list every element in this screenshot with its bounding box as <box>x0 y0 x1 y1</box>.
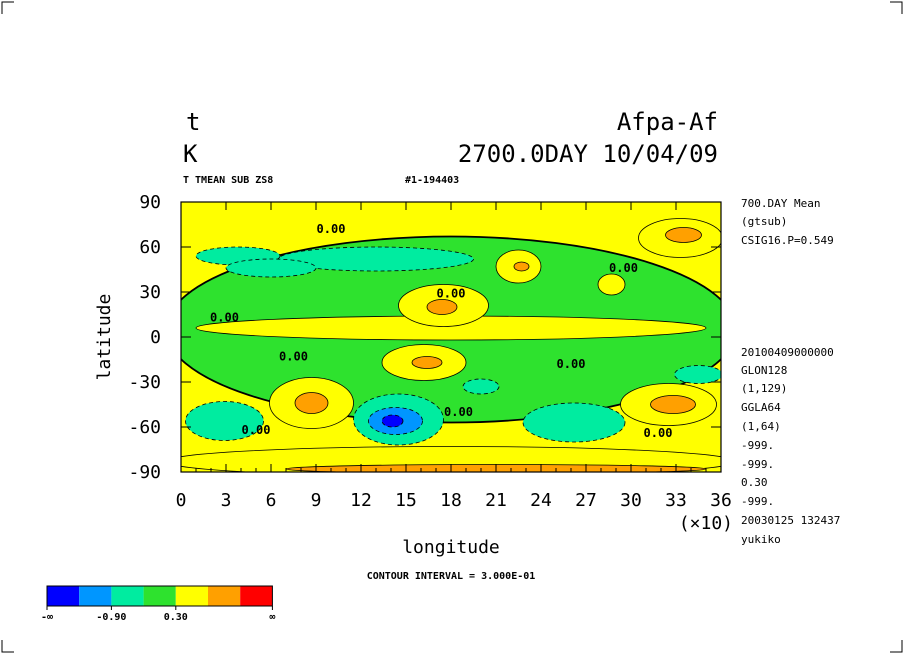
contour-label: 0.00 <box>317 222 346 236</box>
colorbar-label: 0.30 <box>164 612 188 623</box>
colorbar-frame <box>46 585 273 607</box>
contour-region <box>665 227 702 243</box>
contour-region <box>294 392 329 414</box>
x-tick-label: 9 <box>311 490 322 511</box>
colorbar-swatch <box>240 586 273 606</box>
contour-fills <box>181 218 721 472</box>
contour-label: 0.00 <box>279 350 308 364</box>
contour-region <box>462 378 500 395</box>
contour-label: 0.00 <box>557 357 586 371</box>
contour-label: 0.00 <box>444 405 473 419</box>
contour-label: 0.00 <box>210 311 239 325</box>
subtitle-left: T TMEAN SUB ZS8 <box>183 175 273 186</box>
side-info-line: 0.30 <box>741 476 768 489</box>
contour-region <box>513 261 530 272</box>
contour-region <box>426 299 458 315</box>
x-tick-label: 30 <box>620 490 642 511</box>
plot-area: 0.00 0.00 0.00 0.00 0.00 0.00 0.00 0.00 0.00 <box>180 201 722 473</box>
contour-region <box>650 395 696 414</box>
colorbar-swatch <box>47 586 80 606</box>
x-axis-label: longitude <box>402 537 500 558</box>
x-tick-label: 6 <box>266 490 277 511</box>
units-label: K <box>183 140 198 168</box>
x-tick-label: 21 <box>485 490 507 511</box>
side-info-line: (1,129) <box>741 382 787 395</box>
x-tick-label: 24 <box>530 490 552 511</box>
y-tick-label: 60 <box>139 237 161 258</box>
y-tick-label: -30 <box>128 372 161 393</box>
colorbar-swatch <box>208 586 241 606</box>
colorbar: -∞ -0.90 0.30 ∞ <box>41 585 275 623</box>
contour-label: 0.00 <box>242 423 271 437</box>
contour-region <box>522 402 626 443</box>
variable-name: t <box>186 108 200 136</box>
contour-region <box>597 273 626 296</box>
contour-label: 0.00 <box>437 287 466 301</box>
x-tick-label: 0 <box>176 490 187 511</box>
colorbar-swatch <box>143 586 176 606</box>
side-info-line: 20100409000000 <box>741 346 834 359</box>
x-tick-label: 15 <box>395 490 417 511</box>
y-tick-label: -90 <box>128 462 161 483</box>
colorbar-label: -∞ <box>41 612 53 623</box>
contour-labels: 0.00 0.00 0.00 0.00 0.00 0.00 0.00 0.00 0.00 <box>210 222 672 440</box>
x-tick-label: 12 <box>350 490 372 511</box>
contour-label: 0.00 <box>609 261 638 275</box>
side-info-line: CSIG16.P=0.549 <box>741 234 834 247</box>
side-info-line: (1,64) <box>741 420 781 433</box>
x-multiplier: (×10) <box>679 513 733 534</box>
side-info-line: 700.DAY Mean <box>741 197 820 210</box>
side-info-line: -999. <box>741 439 774 452</box>
side-info-panel: 700.DAY Mean (gtsub) CSIG16.P=0.549 2010040… <box>741 197 840 546</box>
contour-region <box>381 414 404 428</box>
side-info-line: 20030125 132437 <box>741 514 840 527</box>
colorbar-swatch <box>175 586 208 606</box>
time-label: 2700.0DAY 10/04/09 <box>458 140 718 168</box>
contour-label: 0.00 <box>644 426 673 440</box>
y-tick-label: 90 <box>139 192 161 213</box>
side-info-line: (gtsub) <box>741 215 787 228</box>
side-info-line: GLON128 <box>741 364 787 377</box>
x-tick-label: 36 <box>710 490 732 511</box>
colorbar-swatch <box>111 586 144 606</box>
x-tick-label: 3 <box>221 490 232 511</box>
contour-region <box>674 365 721 384</box>
side-info-line: GGLA64 <box>741 401 781 414</box>
side-info-line: yukiko <box>741 533 781 546</box>
contour-region <box>185 401 264 441</box>
contour-interval-label: CONTOUR INTERVAL = 3.000E-01 <box>367 571 536 582</box>
x-tick-label: 33 <box>665 490 687 511</box>
subtitle-right: #1-194403 <box>405 175 459 186</box>
side-info-line: -999. <box>741 458 774 471</box>
contour-region <box>225 258 317 278</box>
experiment-label: Afpa-Af <box>617 108 718 136</box>
colorbar-label: -0.90 <box>96 612 126 623</box>
y-tick-label: -60 <box>128 417 161 438</box>
y-axis-label: latitude <box>94 294 115 381</box>
colorbar-swatch <box>79 586 112 606</box>
x-tick-label: 27 <box>575 490 597 511</box>
y-tick-label: 30 <box>139 282 161 303</box>
y-tick-label: 0 <box>150 327 161 348</box>
side-info-line: -999. <box>741 495 774 508</box>
contour-region <box>411 356 443 369</box>
colorbar-label: ∞ <box>269 612 275 623</box>
x-tick-label: 18 <box>440 490 462 511</box>
